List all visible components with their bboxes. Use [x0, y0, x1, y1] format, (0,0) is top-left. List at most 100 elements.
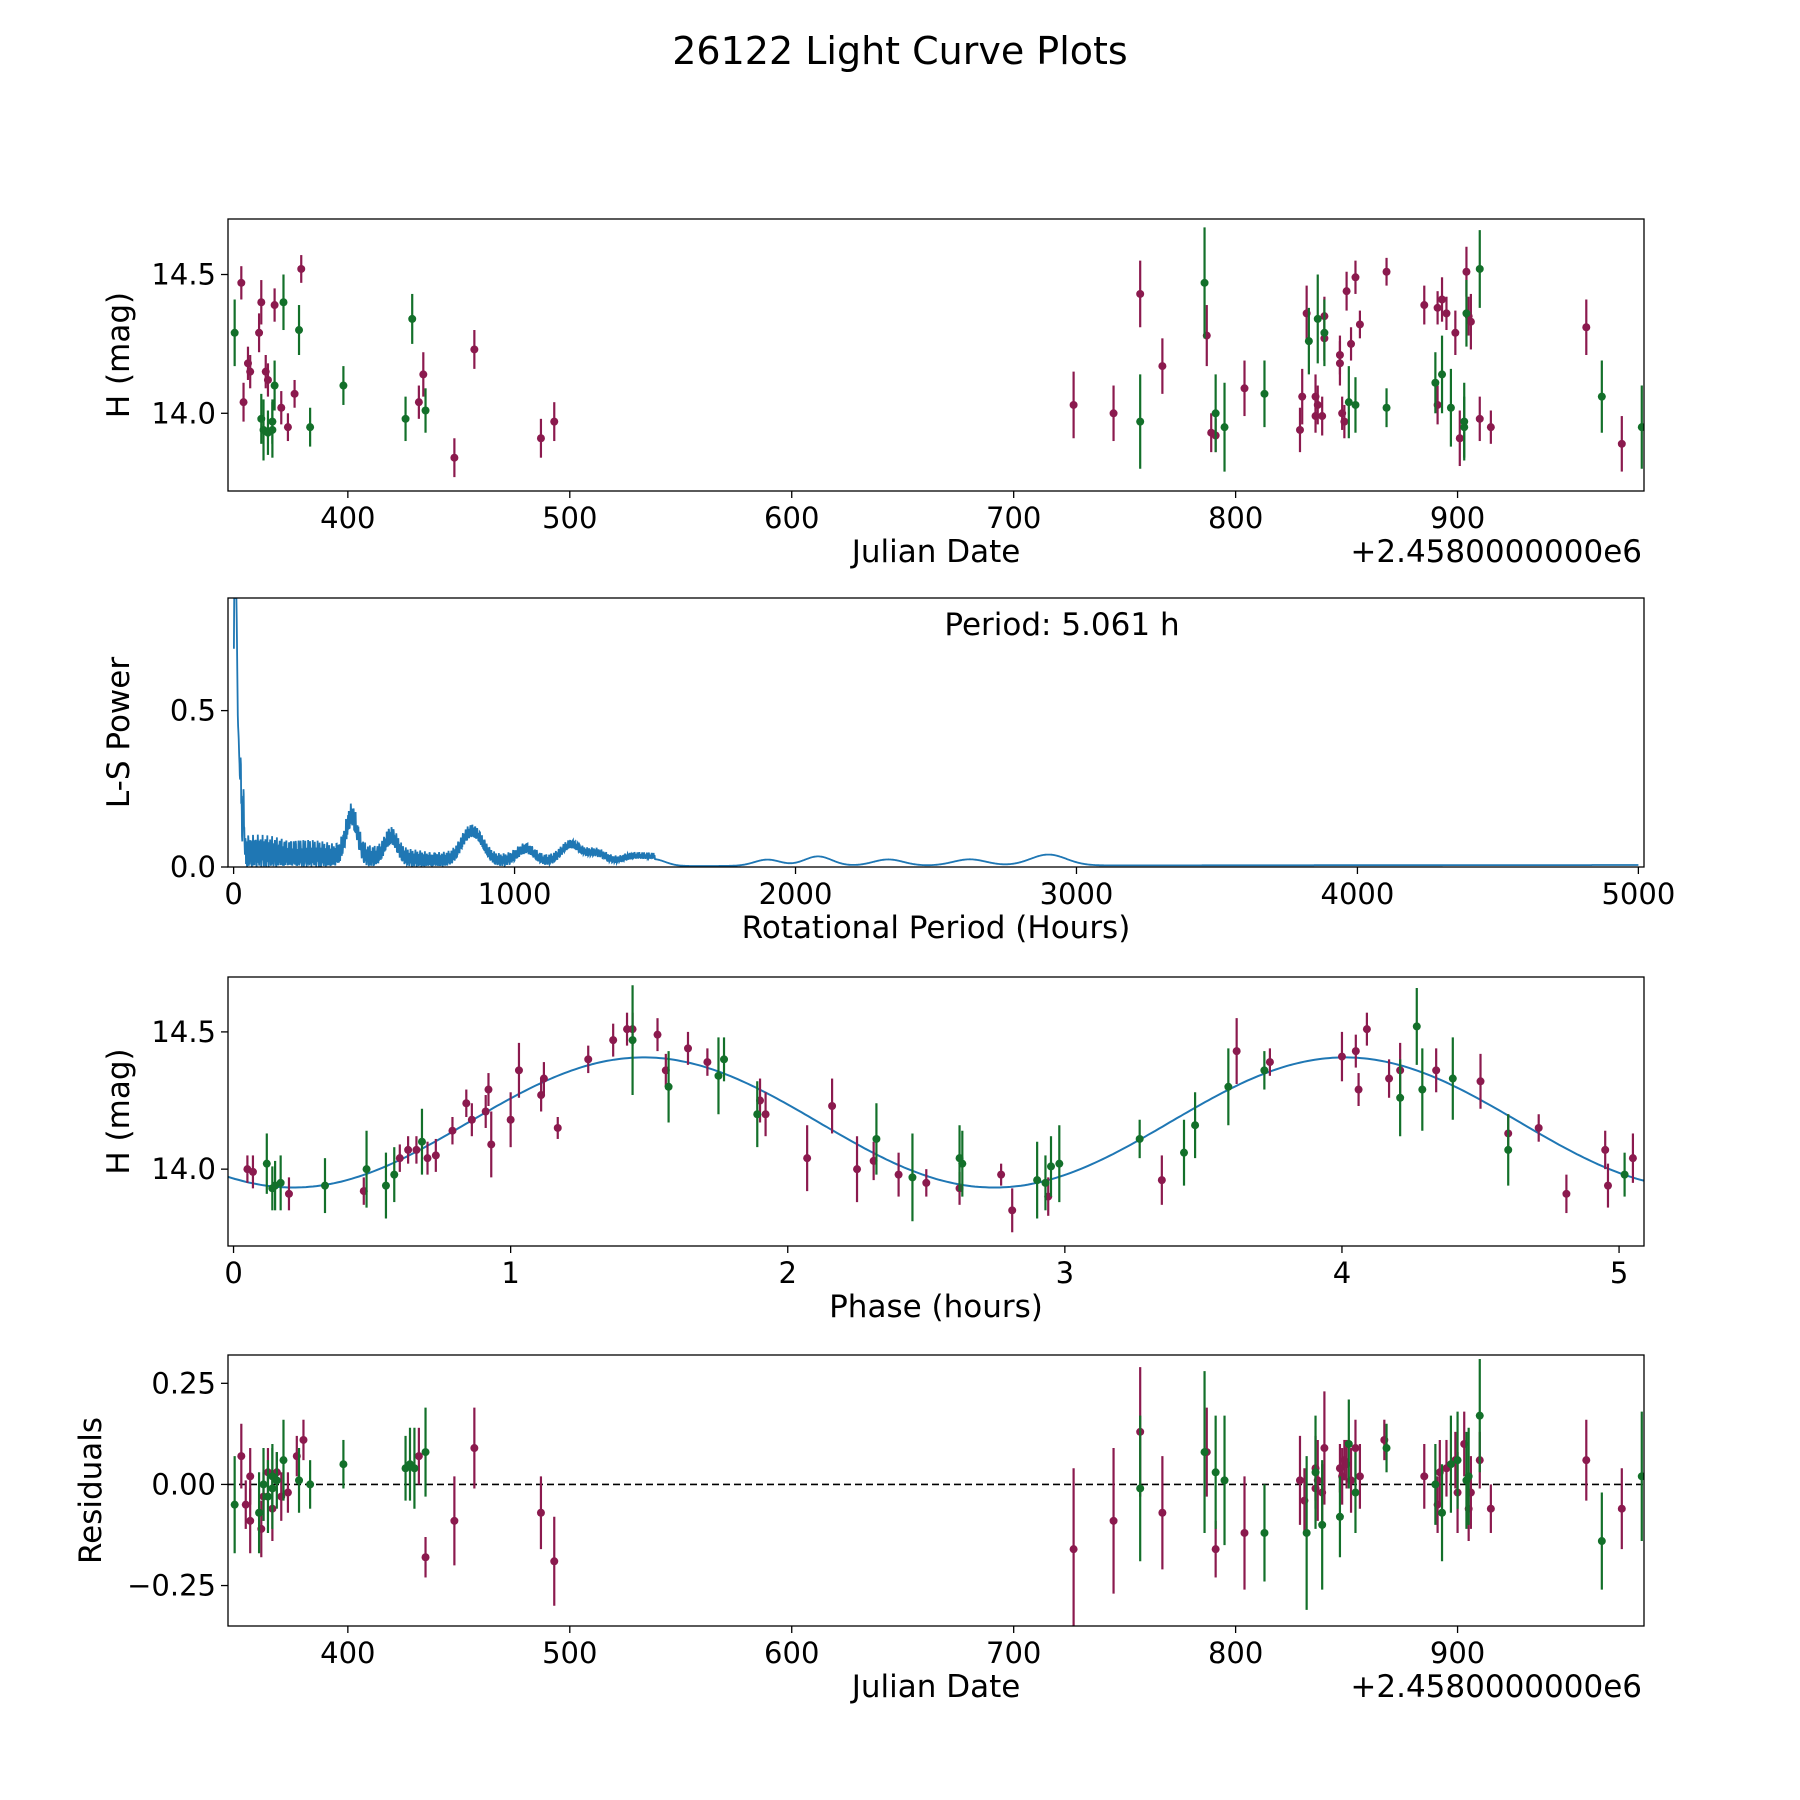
data-point [1582, 323, 1591, 332]
data-point [421, 406, 430, 415]
data-point [1311, 1468, 1320, 1477]
plot-area [228, 1359, 1644, 1626]
y-axis-label: H (mag) [101, 1048, 137, 1174]
data-point [1601, 1145, 1610, 1154]
data-point [1432, 1066, 1441, 1075]
data-point [1504, 1145, 1513, 1154]
plot-area [230, 227, 1644, 478]
data-point [417, 1137, 426, 1146]
data-point [1637, 1472, 1644, 1481]
data-point [1351, 273, 1360, 282]
data-point [255, 1508, 264, 1517]
data-point [514, 1066, 523, 1075]
data-point [1313, 400, 1322, 409]
data-point [1351, 1488, 1360, 1497]
data-point [1302, 1528, 1311, 1537]
data-point [997, 1170, 1006, 1179]
x-tick-label: 900 [1430, 1636, 1485, 1670]
data-point [1318, 1520, 1327, 1529]
series-g-band [262, 985, 1629, 1222]
x-tick-label: 1000 [478, 877, 552, 911]
data-point [246, 367, 255, 376]
data-point [1109, 409, 1118, 418]
data-point [470, 1444, 479, 1453]
data-point [553, 1123, 562, 1132]
data-point [922, 1178, 931, 1187]
panel-phase_folded: 0 1 2 3 4 5 14.0 14.5 Phase (hours) H (mag) [101, 976, 1645, 1325]
data-point [401, 414, 410, 423]
y-tick-label: 0.00 [151, 1467, 216, 1501]
panel-residuals: 400 500 600 700 800 900 −0.25 0.00 0.25 Julian Da… [73, 1354, 1645, 1705]
data-point [306, 423, 315, 432]
data-point [853, 1165, 862, 1174]
data-point [506, 1115, 515, 1124]
panel-light_curve: 400 500 600 700 800 900 14.0 14.5 Julian Date H (… [101, 218, 1645, 570]
data-point [276, 1178, 285, 1187]
data-point [246, 1472, 255, 1481]
data-point [1433, 303, 1442, 312]
data-point [1420, 1472, 1429, 1481]
data-point [908, 1173, 917, 1182]
data-point [1008, 1206, 1017, 1215]
data-point [1354, 1085, 1363, 1094]
x-tick-label: 800 [1208, 501, 1263, 535]
data-point [761, 1110, 770, 1119]
data-point [277, 403, 286, 412]
data-point [753, 1110, 762, 1119]
data-point [1448, 1074, 1457, 1083]
data-point [1320, 328, 1329, 337]
data-point [584, 1055, 593, 1064]
data-point [1232, 1047, 1241, 1056]
data-point [295, 1476, 304, 1485]
period-annotation: Period: 5.061 h [944, 607, 1179, 643]
data-point [1460, 417, 1469, 426]
x-axis-label: Julian Date [850, 534, 1021, 570]
data-point [1295, 1476, 1304, 1485]
data-point [450, 1516, 459, 1525]
data-point [1355, 320, 1364, 329]
data-point [1476, 1077, 1485, 1086]
data-point [1597, 392, 1606, 401]
data-point [1628, 1154, 1637, 1163]
data-point [1260, 1528, 1269, 1537]
y-tick-label: −0.25 [127, 1569, 216, 1603]
data-point [262, 1159, 271, 1168]
y-tick-label: 0.25 [151, 1366, 216, 1400]
data-point [467, 1115, 476, 1124]
data-point [237, 1452, 246, 1461]
data-point [284, 1189, 293, 1198]
data-point [381, 1181, 390, 1190]
data-point [623, 1025, 632, 1034]
data-point [1342, 287, 1351, 296]
data-point [683, 1044, 692, 1053]
data-point [295, 326, 304, 335]
data-point [487, 1140, 496, 1149]
data-point [1355, 1472, 1364, 1481]
data-point [653, 1030, 662, 1039]
x-tick-label: 1 [501, 1256, 519, 1290]
data-point [872, 1134, 881, 1143]
data-point [299, 1435, 308, 1444]
ls-power-series-line [233, 598, 1639, 867]
data-point [1438, 295, 1447, 304]
data-point [1451, 328, 1460, 337]
data-point [1446, 1460, 1455, 1469]
data-point [237, 278, 246, 287]
data-point [1046, 1162, 1055, 1171]
data-point [1295, 425, 1304, 434]
data-point [1420, 301, 1429, 310]
x-tick-label: 400 [320, 1636, 375, 1670]
data-point [828, 1102, 837, 1111]
data-point [239, 398, 248, 407]
x-tick-label: 900 [1430, 501, 1485, 535]
data-point [481, 1107, 490, 1116]
data-point [1347, 339, 1356, 348]
data-point [1265, 1058, 1274, 1067]
data-point [1220, 1476, 1229, 1485]
data-point [1351, 1047, 1360, 1056]
x-tick-label: 700 [986, 501, 1041, 535]
data-point [1260, 389, 1269, 398]
